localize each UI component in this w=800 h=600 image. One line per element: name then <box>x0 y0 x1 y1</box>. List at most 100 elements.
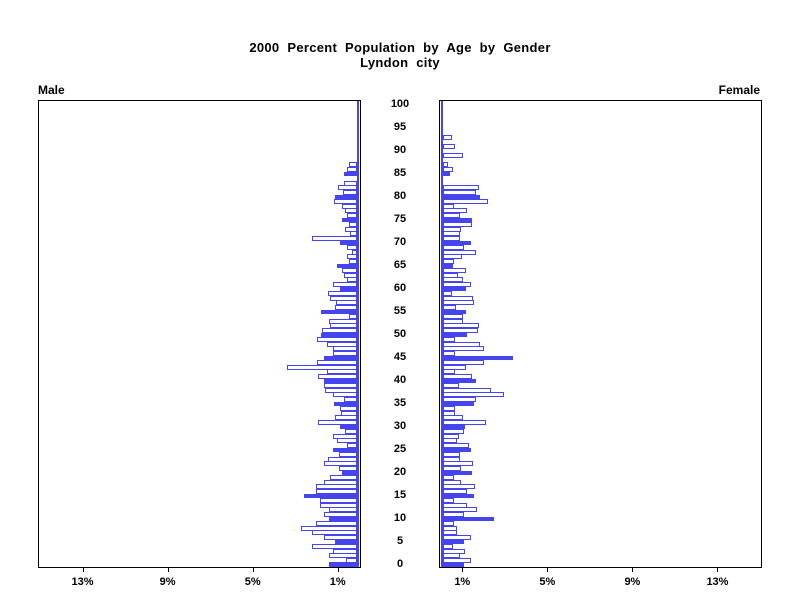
bar-male-age-34 <box>340 406 357 411</box>
bar-male-age-27 <box>336 438 357 444</box>
bar-female-age-76 <box>443 213 460 218</box>
bar-male-age-40 <box>324 378 357 384</box>
bar-male-age-38 <box>325 387 357 393</box>
bar-male-age-8 <box>300 525 357 531</box>
bar-female-age-86 <box>443 167 453 172</box>
female-pct-tick-9 <box>632 567 634 572</box>
bar-female-age-42 <box>443 369 455 375</box>
bar-female-age-20 <box>443 470 472 476</box>
male-plot-panel <box>38 100 361 568</box>
chart-title: 2000 Percent Population by Age by Gender… <box>0 40 800 70</box>
bar-male-age-30 <box>340 424 357 430</box>
bar-male-age-64 <box>342 268 357 273</box>
bar-male-age-33 <box>341 410 357 416</box>
bar-female-age-35 <box>443 401 474 407</box>
bar-male-age-0 <box>329 562 357 567</box>
bar-female-age-51 <box>443 328 479 333</box>
bar-female-age-12 <box>443 507 478 513</box>
bar-male-age-42 <box>327 369 357 375</box>
bar-female-age-24 <box>443 452 460 457</box>
bar-male-age-79 <box>333 199 357 204</box>
bar-female-age-10 <box>443 516 495 522</box>
male-pct-tick-13 <box>82 567 84 572</box>
bar-female-age-19 <box>443 475 454 480</box>
bar-male-age-73 <box>345 226 357 232</box>
age-tick-label-20: 20 <box>393 465 407 478</box>
bar-male-age-87 <box>348 162 357 168</box>
bar-female-age-16 <box>443 489 468 494</box>
age-tick-label-5: 5 <box>396 534 404 547</box>
bar-female-age-4 <box>443 544 453 549</box>
bar-male-age-70 <box>340 240 357 246</box>
age-tick-label-45: 45 <box>393 350 407 363</box>
bar-male-age-67 <box>347 254 357 260</box>
bar-male-age-32 <box>334 415 357 421</box>
bar-male-age-49 <box>316 337 357 342</box>
male-zeroline <box>357 101 359 567</box>
bar-female-age-54 <box>443 314 464 319</box>
bar-female-age-79 <box>443 199 488 204</box>
bar-female-age-69 <box>443 245 465 250</box>
bar-female-age-17 <box>443 484 475 490</box>
bar-female-age-39 <box>443 383 459 388</box>
bar-female-age-0 <box>443 562 465 567</box>
bar-female-age-78 <box>443 203 454 209</box>
bar-male-age-47 <box>332 346 357 352</box>
bar-female-age-3 <box>443 548 466 554</box>
bar-male-age-52 <box>330 323 357 329</box>
bar-female-age-33 <box>443 410 455 416</box>
bar-male-age-66 <box>348 259 357 264</box>
bar-female-age-55 <box>443 309 467 315</box>
bar-male-age-57 <box>335 300 357 306</box>
bar-male-age-2 <box>329 553 357 559</box>
bar-male-age-78 <box>342 203 357 209</box>
bar-female-age-68 <box>443 249 476 255</box>
female-pct-tick-13 <box>717 567 719 572</box>
bar-female-age-28 <box>443 433 459 439</box>
age-tick-label-40: 40 <box>393 373 407 386</box>
bar-male-age-60 <box>340 286 357 292</box>
bar-female-age-67 <box>443 254 463 260</box>
bar-male-age-48 <box>327 341 357 347</box>
bar-male-age-85 <box>344 171 357 177</box>
bar-male-age-24 <box>338 452 357 457</box>
bar-female-age-34 <box>443 406 455 411</box>
bar-female-age-32 <box>443 415 464 421</box>
age-tick-label-30: 30 <box>393 419 407 432</box>
bar-male-age-18 <box>324 479 357 485</box>
female-pct-tick-label-13: 13% <box>706 576 729 588</box>
bar-female-age-22 <box>443 461 473 467</box>
bar-female-age-37 <box>443 392 504 398</box>
age-tick-label-0: 0 <box>396 557 404 570</box>
bar-male-age-1 <box>346 558 357 563</box>
bar-male-age-11 <box>324 512 357 517</box>
bar-female-age-77 <box>443 208 468 214</box>
bar-female-age-48 <box>443 341 481 347</box>
age-tick-label-50: 50 <box>393 327 407 340</box>
bar-male-age-76 <box>347 213 357 218</box>
bar-female-age-81 <box>443 190 476 195</box>
age-tick-label-65: 65 <box>393 258 407 271</box>
bar-male-age-50 <box>320 332 357 338</box>
male-pct-tick-9 <box>167 567 169 572</box>
age-tick-label-100: 100 <box>390 97 410 110</box>
bar-male-age-15 <box>303 493 357 499</box>
chart-title-line2: Lyndon city <box>360 55 440 70</box>
bar-female-age-26 <box>443 443 469 448</box>
bar-male-age-74 <box>348 222 357 227</box>
bar-male-age-61 <box>332 282 357 287</box>
bar-female-age-6 <box>443 535 471 540</box>
bar-male-age-13 <box>319 502 357 508</box>
bar-female-age-40 <box>443 378 476 384</box>
bar-female-age-61 <box>443 282 471 287</box>
bar-female-age-9 <box>443 521 454 526</box>
bar-male-age-69 <box>347 245 357 250</box>
bar-male-age-71 <box>312 236 357 241</box>
bar-female-age-63 <box>443 272 458 278</box>
bar-male-age-46 <box>332 351 357 356</box>
bar-female-age-91 <box>443 144 455 149</box>
bar-female-age-45 <box>443 355 514 361</box>
bar-male-age-25 <box>332 447 357 453</box>
bar-female-age-23 <box>443 456 460 462</box>
bar-male-age-6 <box>324 535 357 540</box>
